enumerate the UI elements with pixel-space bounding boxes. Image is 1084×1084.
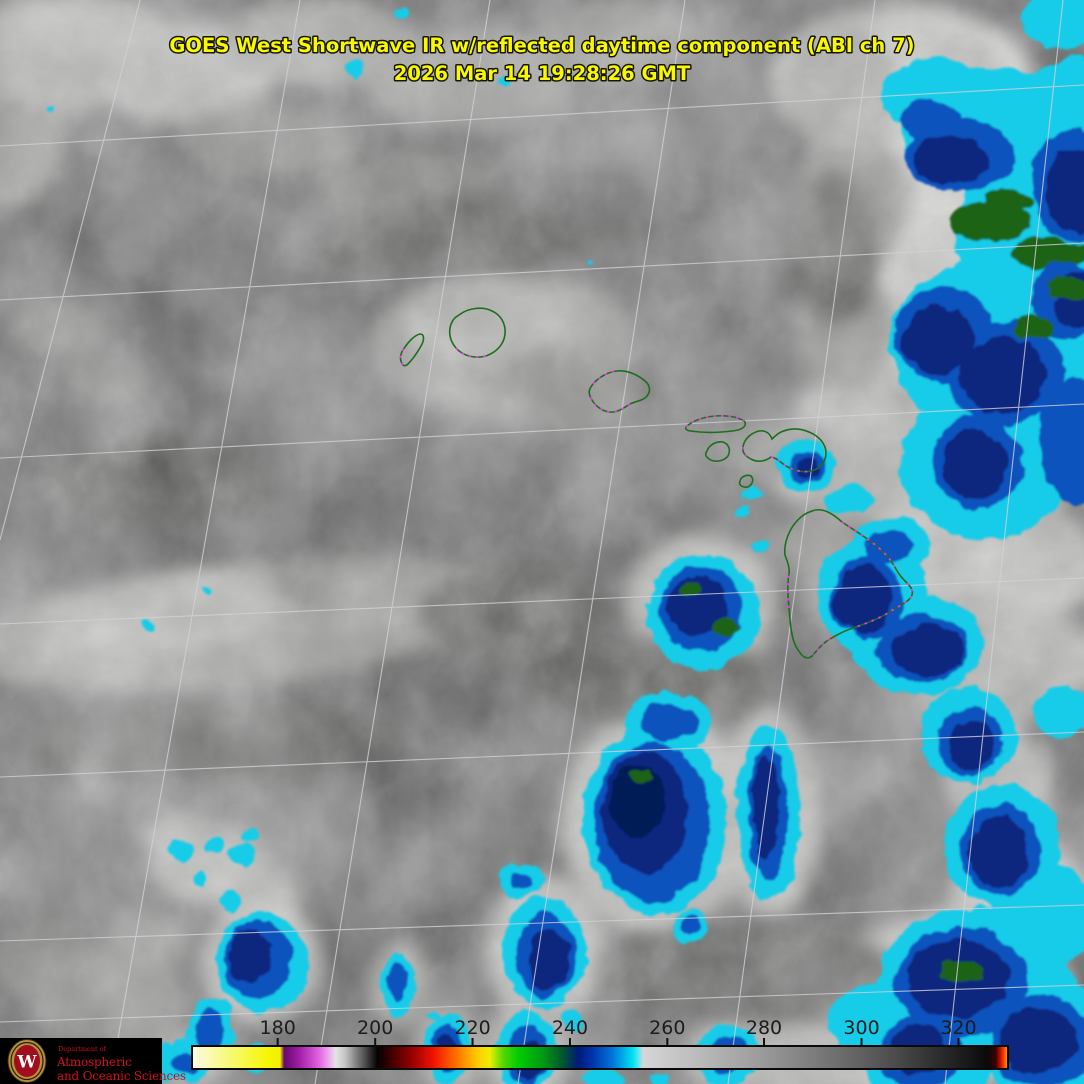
graticule-meridian (517, 0, 686, 1084)
molokai-outline (684, 414, 747, 434)
hawaii-ne-boundary (841, 521, 897, 570)
kauai-outline (448, 307, 506, 358)
maui-outline (742, 428, 827, 473)
kauai-boundary (455, 347, 487, 359)
niihau-boundary (399, 346, 406, 366)
graticule-parallel (0, 904, 1084, 942)
colorbar-tick-label: 320 (940, 1017, 976, 1039)
colorbar-tick-label: 260 (649, 1017, 685, 1039)
colorbar-tick-label: 220 (454, 1017, 490, 1039)
molokai-boundary (685, 414, 745, 428)
graticule-meridian (944, 0, 1064, 1084)
graticule-parallel (0, 84, 1084, 147)
graticule-parallel (0, 242, 1084, 301)
hawaii-se-boundary (855, 582, 914, 628)
kahoolawe-outline (738, 474, 754, 488)
hawaii-south-boundary (812, 638, 831, 656)
graticule-meridian (0, 0, 141, 541)
logo-name-line2: and Oceanic Sciences (57, 1069, 186, 1083)
product-title: GOES West Shortwave IR w/reflected dayti… (169, 34, 914, 57)
cold-cloud-deep-cores (612, 764, 664, 836)
colorbar-tick-label: 280 (746, 1017, 782, 1039)
hawaii-island-outline (783, 508, 914, 659)
colorbar-tick-label: 180 (260, 1017, 296, 1039)
colorbar-ticks: 180 200 220 240 260 280 300 320 (260, 1017, 977, 1045)
graticule-meridian (727, 0, 876, 1084)
oahu-boundary (589, 370, 631, 414)
logo-name-line1: Atmospheric (56, 1055, 132, 1069)
colorbar-tick-label: 300 (843, 1017, 879, 1039)
political-boundary-dashes (399, 346, 914, 656)
colorbar-tick-label: 200 (357, 1017, 393, 1039)
maui-boundary (742, 446, 812, 473)
graticule-parallel (0, 577, 1084, 625)
logo-department-label: Department of (58, 1045, 107, 1053)
graticule-parallel (0, 731, 1084, 778)
timestamp: 2026 Mar 14 19:28:26 GMT (394, 62, 691, 85)
graticule-meridian (314, 0, 491, 1084)
graticule-parallel (0, 403, 1084, 459)
graticule-meridian (109, 0, 301, 1084)
colorbar-gradient-bar (191, 1045, 1009, 1070)
temperature-colorbar: 180 200 220 240 260 280 300 320 (191, 1017, 1009, 1070)
niihau-outline (399, 333, 425, 367)
uw-crest-icon: W (7, 1039, 47, 1083)
institution-logo: W Department of Atmospheric and Oceanic … (0, 1038, 186, 1084)
colorbar-tick-label: 240 (552, 1017, 588, 1039)
graticule-parallel (0, 984, 1084, 1023)
hawaii-west-boundary (786, 573, 790, 609)
crest-letter: W (16, 1053, 37, 1073)
lanai-outline (704, 441, 731, 462)
image-annotation: GOES West Shortwave IR w/reflected dayti… (168, 33, 916, 87)
